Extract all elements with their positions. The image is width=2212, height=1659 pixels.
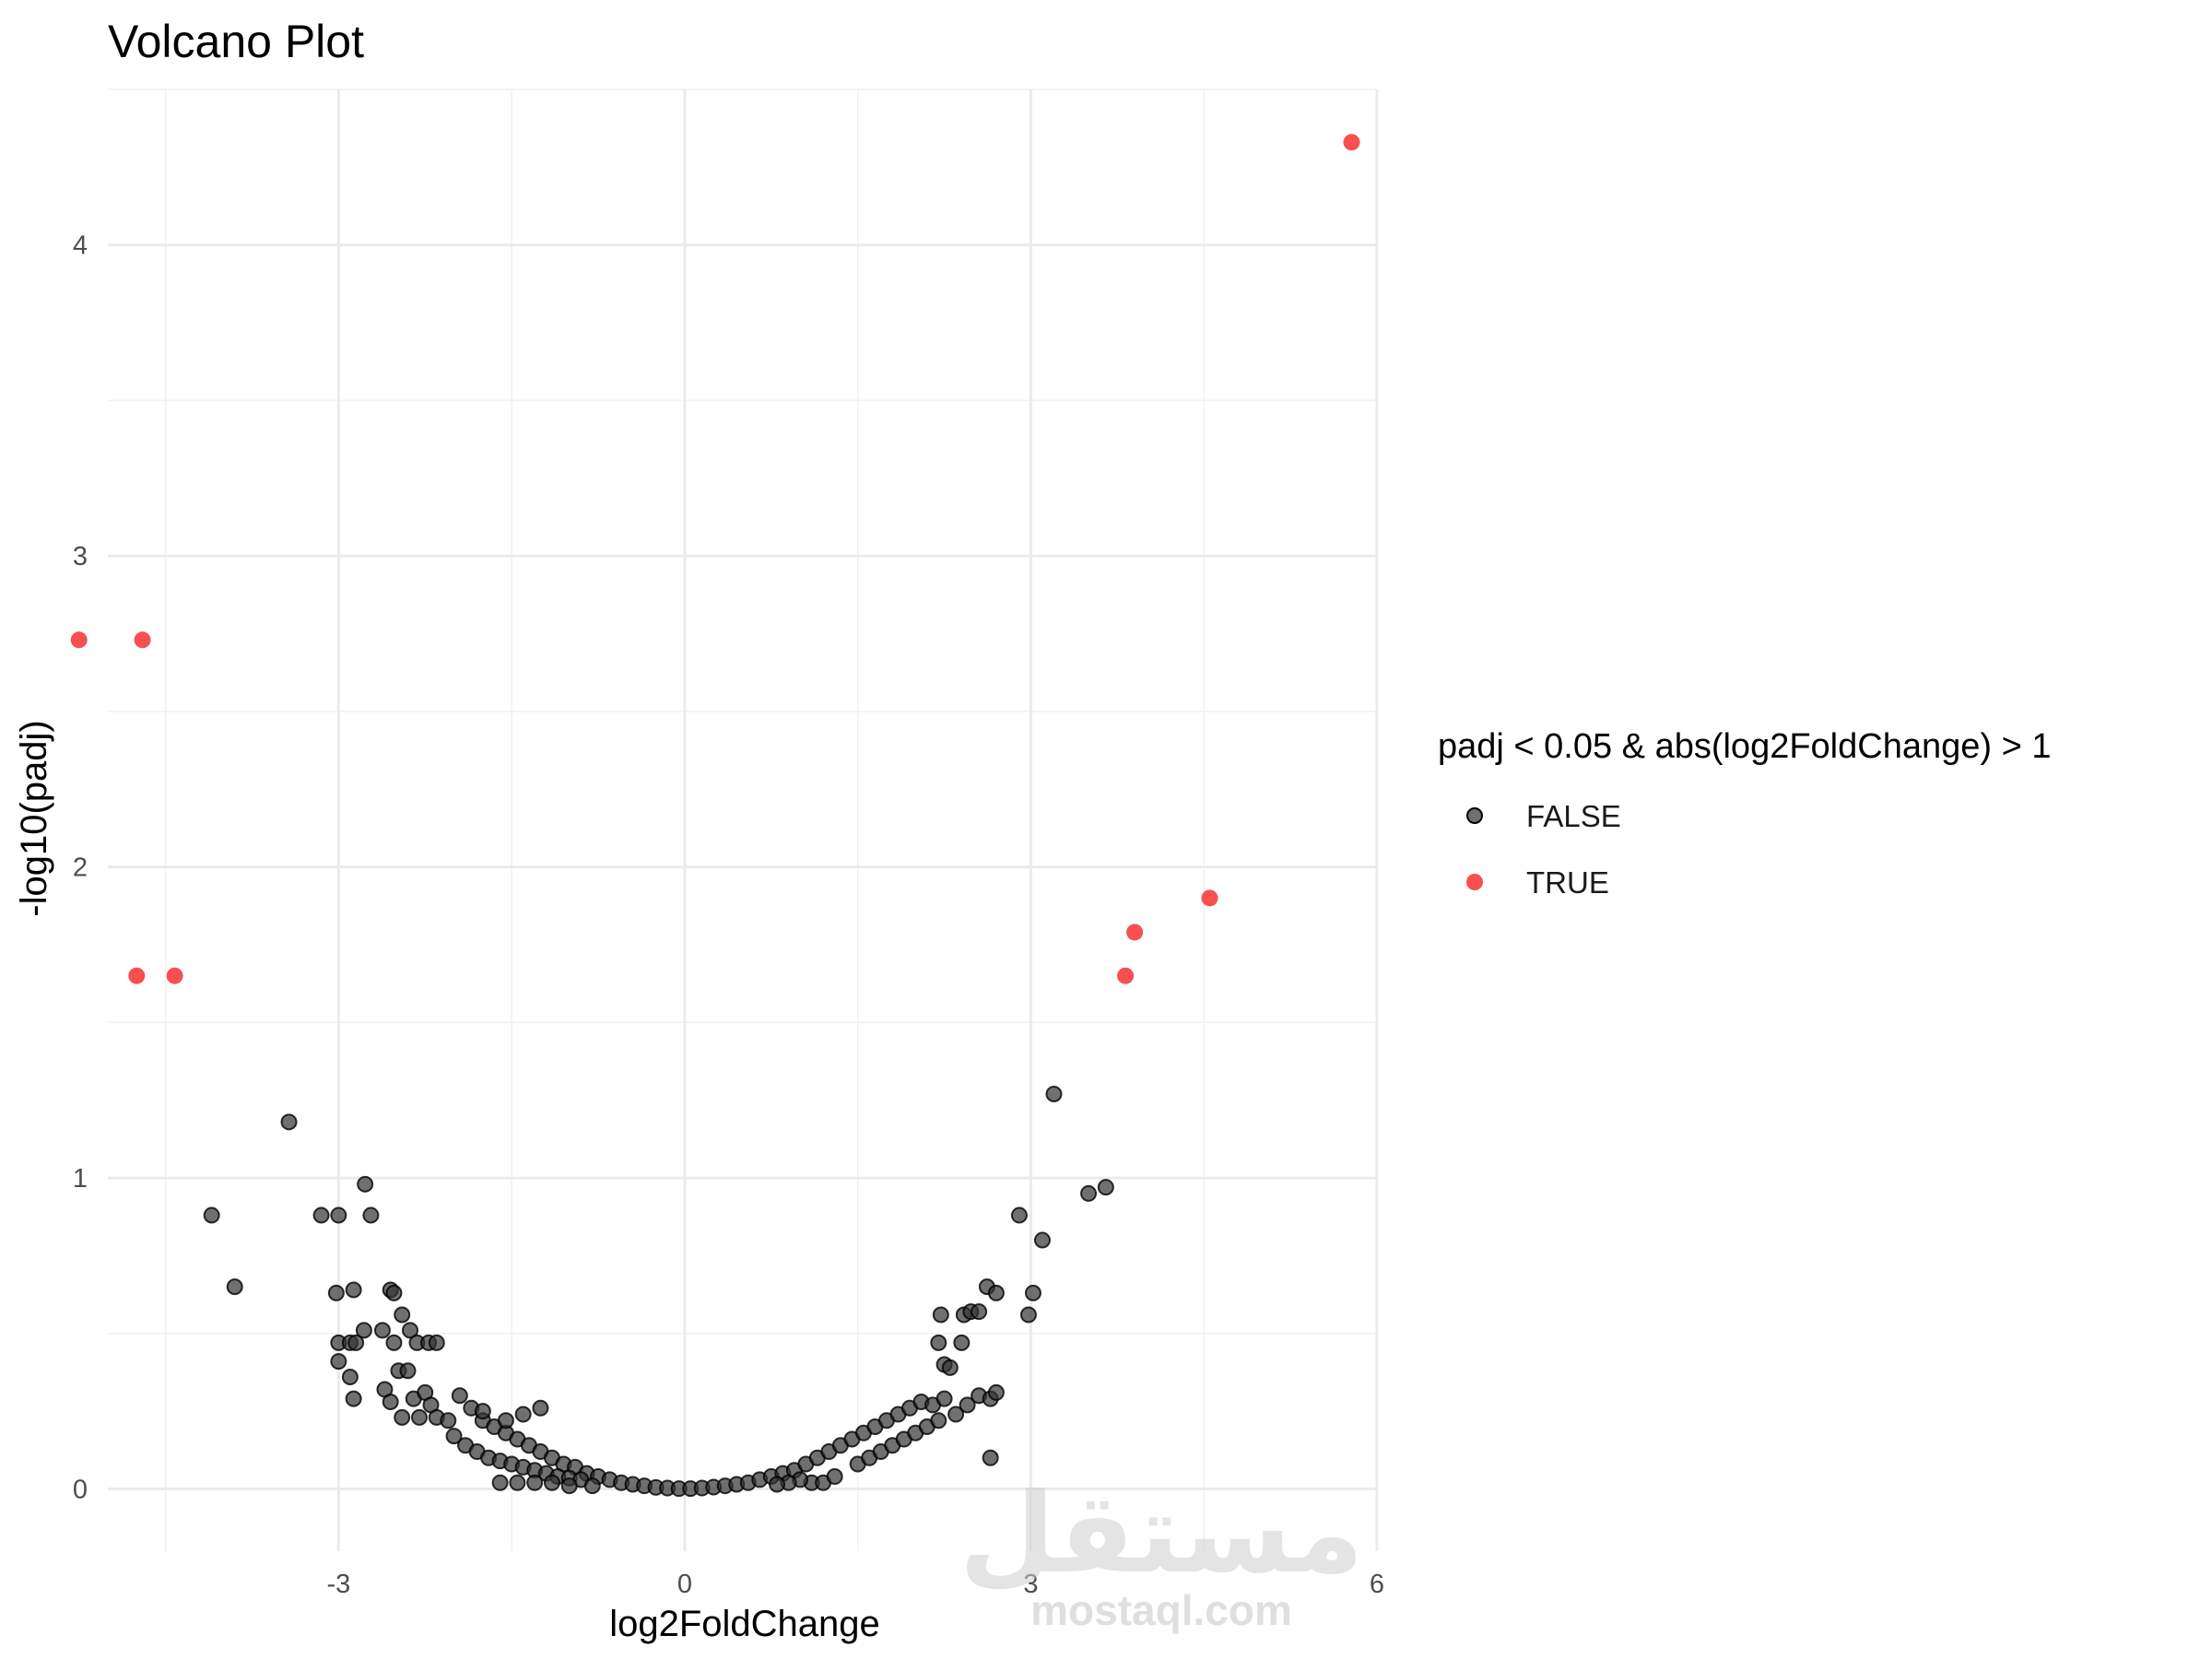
tick-labels: -3 0 3 6 0 1 2 3 4 <box>73 231 1384 1599</box>
data-point-true <box>1201 889 1218 907</box>
data-point-false <box>474 1403 491 1420</box>
data-point-false <box>953 1334 971 1351</box>
y-tick-label: 1 <box>73 1164 88 1194</box>
watermark-arabic: مستقل <box>959 1472 1364 1595</box>
data-point-false <box>327 1284 345 1301</box>
y-tick-label: 2 <box>73 853 88 883</box>
data-point-false <box>445 1428 463 1445</box>
data-point-false <box>941 1359 959 1376</box>
y-tick-label: 0 <box>73 1476 88 1505</box>
legend-key-true <box>1466 874 1483 890</box>
data-point-true <box>70 631 88 649</box>
data-point-false <box>394 1306 411 1324</box>
data-point-false <box>509 1474 526 1491</box>
data-point-false <box>330 1353 347 1371</box>
data-point-false <box>1033 1231 1051 1249</box>
data-point-false <box>382 1394 399 1411</box>
data-point-true <box>1117 967 1135 984</box>
data-point-false <box>226 1278 243 1296</box>
data-point-false <box>982 1449 999 1466</box>
chart-title: Volcano Plot <box>108 16 364 67</box>
data-point-false <box>410 1408 428 1426</box>
data-point-false <box>1097 1179 1114 1196</box>
data-point-false <box>451 1387 468 1405</box>
data-points <box>70 134 1360 1498</box>
x-tick-label: 3 <box>1023 1570 1038 1599</box>
data-point-false <box>583 1477 601 1495</box>
data-point-true <box>134 631 151 649</box>
data-point-false <box>401 1322 418 1339</box>
legend: padj < 0.05 & abs(log2FoldChange) > 1 FA… <box>1438 727 2051 900</box>
data-point-false <box>385 1284 403 1301</box>
data-point-true <box>1343 134 1360 151</box>
legend-label-true: TRUE <box>1526 865 1609 900</box>
data-point-false <box>1010 1206 1028 1224</box>
data-point-false <box>932 1306 949 1324</box>
data-point-false <box>280 1113 298 1131</box>
data-point-false <box>532 1399 549 1417</box>
data-point-false <box>497 1412 514 1430</box>
data-point-false <box>987 1284 1005 1301</box>
data-point-false <box>826 1468 843 1486</box>
data-point-false <box>341 1369 359 1386</box>
data-point-false <box>930 1334 947 1351</box>
y-tick-label: 4 <box>73 231 88 261</box>
x-tick-label: -3 <box>326 1570 350 1599</box>
y-tick-label: 3 <box>73 542 88 571</box>
data-point-false <box>971 1303 988 1321</box>
data-point-false <box>394 1408 411 1426</box>
data-point-false <box>357 1175 374 1193</box>
data-point-false <box>1024 1284 1041 1301</box>
gridlines <box>108 88 1379 1551</box>
watermark-latin: mostaql.com <box>1030 1586 1292 1634</box>
data-point-false <box>203 1206 220 1224</box>
data-point-true <box>1126 924 1144 941</box>
data-point-false <box>959 1396 976 1414</box>
data-point-false <box>440 1412 457 1430</box>
legend-title: padj < 0.05 & abs(log2FoldChange) > 1 <box>1438 727 2051 766</box>
watermark: مستقل mostaql.com <box>959 1472 1364 1634</box>
data-point-false <box>987 1383 1005 1401</box>
data-point-false <box>1045 1085 1063 1102</box>
data-point-false <box>312 1206 330 1224</box>
data-point-false <box>345 1390 362 1407</box>
data-point-false <box>947 1406 965 1423</box>
x-tick-label: 6 <box>1370 1570 1384 1599</box>
x-tick-label: 0 <box>677 1570 692 1599</box>
data-point-false <box>526 1474 544 1491</box>
data-point-true <box>166 967 183 984</box>
data-point-false <box>491 1474 509 1491</box>
data-point-true <box>128 967 146 984</box>
data-point-false <box>543 1474 560 1491</box>
data-point-false <box>769 1476 786 1493</box>
data-point-false <box>373 1322 391 1339</box>
data-point-false <box>935 1390 953 1407</box>
legend-label-false: FALSE <box>1526 799 1621 833</box>
data-point-false <box>514 1406 532 1423</box>
x-axis-title: log2FoldChange <box>609 1604 880 1644</box>
data-point-false <box>345 1281 362 1299</box>
data-point-false <box>560 1477 578 1495</box>
data-point-false <box>347 1334 365 1351</box>
data-point-false <box>330 1206 347 1224</box>
data-point-false <box>1080 1184 1098 1202</box>
data-point-false <box>355 1322 372 1339</box>
data-point-false <box>399 1362 417 1380</box>
y-axis-title: -log10(padj) <box>14 720 54 916</box>
data-point-false <box>428 1334 445 1351</box>
data-point-false <box>362 1206 380 1224</box>
data-point-false <box>385 1334 403 1351</box>
data-point-false <box>930 1412 947 1430</box>
legend-key-false <box>1466 807 1483 824</box>
data-point-false <box>1019 1306 1037 1324</box>
